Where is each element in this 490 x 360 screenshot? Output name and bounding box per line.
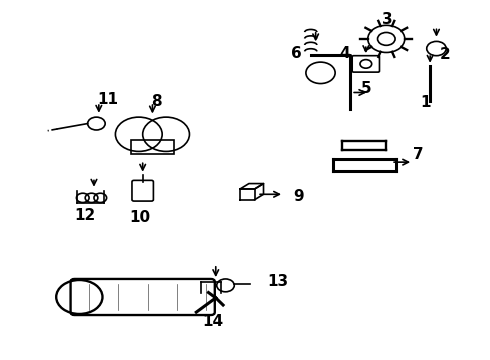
Text: 8: 8 [151, 94, 162, 109]
Text: 10: 10 [130, 210, 151, 225]
Text: 7: 7 [413, 147, 423, 162]
Text: 5: 5 [361, 81, 371, 96]
Text: 9: 9 [294, 189, 304, 203]
Text: 12: 12 [74, 208, 96, 223]
Text: 3: 3 [382, 12, 393, 27]
Text: 4: 4 [340, 46, 350, 61]
Bar [130, 140, 174, 154]
Text: 1: 1 [420, 95, 431, 110]
Text: 11: 11 [97, 92, 118, 107]
Text: 14: 14 [203, 314, 224, 329]
Text: 13: 13 [268, 274, 289, 289]
Text: 2: 2 [440, 48, 450, 63]
Text: 6: 6 [291, 46, 301, 61]
